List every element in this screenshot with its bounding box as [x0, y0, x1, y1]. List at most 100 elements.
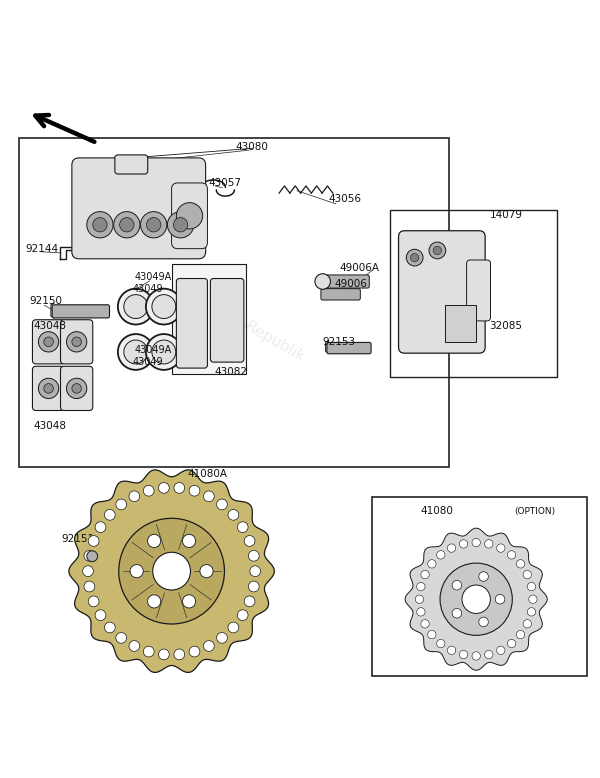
Circle shape	[472, 538, 481, 547]
Text: 43082: 43082	[215, 367, 248, 377]
Circle shape	[173, 218, 188, 232]
Text: 92153: 92153	[322, 338, 355, 348]
Text: 43049A: 43049A	[135, 345, 172, 356]
Circle shape	[95, 522, 106, 532]
Circle shape	[495, 594, 505, 604]
Text: 43049A: 43049A	[135, 272, 172, 282]
Circle shape	[523, 619, 532, 628]
FancyBboxPatch shape	[61, 320, 93, 364]
Circle shape	[460, 650, 468, 659]
FancyBboxPatch shape	[321, 289, 361, 300]
FancyBboxPatch shape	[61, 366, 93, 411]
Circle shape	[472, 652, 481, 661]
Circle shape	[228, 622, 239, 633]
Circle shape	[95, 610, 106, 621]
Circle shape	[130, 565, 143, 578]
Circle shape	[129, 491, 140, 502]
Text: 32085: 32085	[490, 321, 523, 331]
Circle shape	[238, 610, 248, 621]
Text: 41080: 41080	[421, 506, 454, 517]
Circle shape	[437, 640, 445, 648]
Circle shape	[200, 565, 213, 578]
Circle shape	[119, 218, 134, 232]
FancyBboxPatch shape	[172, 183, 208, 249]
Circle shape	[203, 640, 214, 651]
Circle shape	[38, 331, 59, 352]
FancyBboxPatch shape	[211, 279, 244, 362]
FancyBboxPatch shape	[445, 306, 476, 342]
Circle shape	[113, 212, 140, 238]
Text: 49006: 49006	[334, 279, 367, 289]
Circle shape	[238, 522, 248, 532]
Circle shape	[104, 622, 115, 633]
Circle shape	[416, 583, 425, 591]
Circle shape	[104, 510, 115, 520]
Circle shape	[508, 551, 516, 559]
Circle shape	[462, 585, 490, 613]
Circle shape	[158, 649, 169, 660]
Circle shape	[72, 337, 82, 346]
Circle shape	[143, 647, 154, 657]
Text: 43080: 43080	[236, 142, 269, 152]
Circle shape	[118, 334, 154, 370]
Circle shape	[152, 340, 176, 364]
Bar	[389, 210, 557, 377]
Circle shape	[116, 499, 127, 510]
Circle shape	[129, 640, 140, 651]
Circle shape	[38, 378, 59, 398]
Circle shape	[517, 630, 525, 639]
Circle shape	[167, 212, 194, 238]
Circle shape	[189, 647, 200, 657]
Circle shape	[479, 572, 488, 581]
Circle shape	[148, 534, 161, 548]
Circle shape	[67, 378, 87, 398]
FancyBboxPatch shape	[115, 155, 148, 174]
Circle shape	[448, 647, 456, 654]
FancyBboxPatch shape	[327, 342, 371, 354]
Circle shape	[452, 608, 461, 618]
Circle shape	[497, 647, 505, 654]
Circle shape	[421, 570, 429, 579]
Text: 49006A: 49006A	[340, 264, 380, 273]
FancyBboxPatch shape	[52, 305, 109, 318]
Circle shape	[182, 534, 196, 548]
Circle shape	[523, 570, 532, 579]
Circle shape	[146, 218, 161, 232]
Circle shape	[217, 499, 227, 510]
Circle shape	[217, 633, 227, 643]
Text: (OPTION): (OPTION)	[514, 507, 555, 516]
Text: 92150: 92150	[29, 296, 62, 306]
Circle shape	[433, 247, 442, 254]
Circle shape	[452, 580, 461, 590]
Circle shape	[479, 617, 488, 627]
Circle shape	[174, 649, 185, 660]
Circle shape	[421, 619, 429, 628]
FancyBboxPatch shape	[32, 366, 65, 411]
Circle shape	[248, 581, 259, 592]
Text: 92151: 92151	[61, 534, 94, 545]
Circle shape	[174, 482, 185, 493]
Text: PartsRepublik: PartsRepublik	[209, 300, 307, 365]
Bar	[371, 496, 587, 675]
Circle shape	[440, 563, 512, 636]
Circle shape	[67, 331, 87, 352]
Text: 14079: 14079	[490, 209, 523, 219]
Circle shape	[87, 212, 113, 238]
Circle shape	[84, 550, 95, 561]
Circle shape	[406, 249, 423, 266]
Polygon shape	[172, 264, 246, 374]
Circle shape	[416, 608, 425, 616]
Circle shape	[315, 274, 331, 289]
Circle shape	[87, 551, 98, 562]
Circle shape	[527, 608, 536, 616]
Circle shape	[44, 337, 53, 346]
Circle shape	[437, 551, 445, 559]
Bar	[19, 138, 449, 467]
Circle shape	[176, 202, 203, 229]
FancyBboxPatch shape	[32, 320, 65, 364]
Text: 43048: 43048	[34, 421, 67, 431]
Circle shape	[93, 218, 107, 232]
Circle shape	[527, 583, 536, 591]
Circle shape	[244, 535, 255, 546]
Circle shape	[460, 540, 468, 548]
